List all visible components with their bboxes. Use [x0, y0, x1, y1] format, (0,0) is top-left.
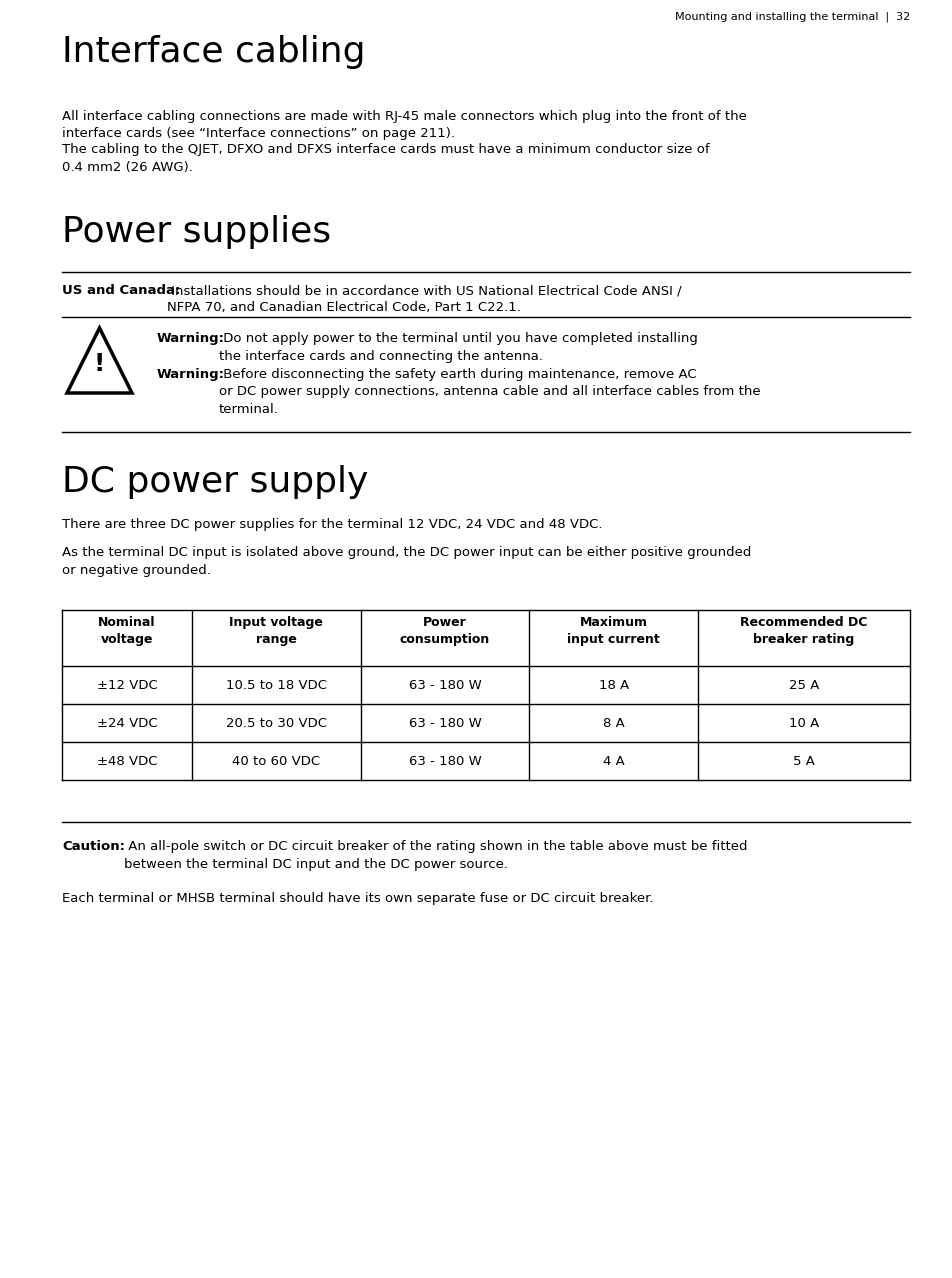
Text: ±12 VDC: ±12 VDC — [97, 679, 157, 691]
Text: An all-pole switch or DC circuit breaker of the rating shown in the table above : An all-pole switch or DC circuit breaker… — [124, 840, 747, 870]
Text: Power supplies: Power supplies — [62, 215, 331, 249]
Text: Input voltage
range: Input voltage range — [229, 616, 324, 645]
Text: As the terminal DC input is isolated above ground, the DC power input can be eit: As the terminal DC input is isolated abo… — [62, 546, 751, 576]
Text: Each terminal or MHSB terminal should have its own separate fuse or DC circuit b: Each terminal or MHSB terminal should ha… — [62, 892, 653, 905]
Text: 63 - 180 W: 63 - 180 W — [408, 679, 482, 691]
Text: 18 A: 18 A — [599, 679, 629, 691]
Text: ±48 VDC: ±48 VDC — [97, 754, 157, 768]
Text: 10.5 to 18 VDC: 10.5 to 18 VDC — [226, 679, 327, 691]
Text: Before disconnecting the safety earth during maintenance, remove AC
or DC power : Before disconnecting the safety earth du… — [219, 368, 761, 417]
Text: Interface cabling: Interface cabling — [62, 35, 366, 69]
Text: 8 A: 8 A — [603, 717, 625, 730]
Text: Maximum
input current: Maximum input current — [567, 616, 660, 645]
Text: 40 to 60 VDC: 40 to 60 VDC — [232, 754, 321, 768]
Text: ±24 VDC: ±24 VDC — [97, 717, 157, 730]
Text: Warning:: Warning: — [157, 368, 225, 381]
Text: Power
consumption: Power consumption — [400, 616, 490, 645]
Text: Mounting and installing the terminal  |  32: Mounting and installing the terminal | 3… — [675, 12, 910, 23]
Text: The cabling to the QJET, DFXO and DFXS interface cards must have a minimum condu: The cabling to the QJET, DFXO and DFXS i… — [62, 143, 709, 174]
Text: Warning:: Warning: — [157, 332, 225, 345]
Text: US and Canada:: US and Canada: — [62, 284, 180, 296]
Text: Caution:: Caution: — [62, 840, 125, 852]
Text: There are three DC power supplies for the terminal 12 VDC, 24 VDC and 48 VDC.: There are three DC power supplies for th… — [62, 518, 603, 530]
Text: DC power supply: DC power supply — [62, 465, 368, 498]
Text: 10 A: 10 A — [789, 717, 819, 730]
Text: Do not apply power to the terminal until you have completed installing
the inter: Do not apply power to the terminal until… — [219, 332, 698, 363]
Text: 5 A: 5 A — [793, 754, 815, 768]
Text: All interface cabling connections are made with RJ-45 male connectors which plug: All interface cabling connections are ma… — [62, 110, 747, 141]
Text: Nominal
voltage: Nominal voltage — [98, 616, 156, 645]
Text: Installations should be in accordance with US National Electrical Code ANSI /
NF: Installations should be in accordance wi… — [167, 284, 682, 314]
Text: Recommended DC
breaker rating: Recommended DC breaker rating — [741, 616, 867, 645]
Text: 20.5 to 30 VDC: 20.5 to 30 VDC — [226, 717, 327, 730]
Text: 63 - 180 W: 63 - 180 W — [408, 717, 482, 730]
Text: 63 - 180 W: 63 - 180 W — [408, 754, 482, 768]
Text: 4 A: 4 A — [603, 754, 625, 768]
Text: !: ! — [94, 353, 105, 377]
Text: 25 A: 25 A — [789, 679, 819, 691]
